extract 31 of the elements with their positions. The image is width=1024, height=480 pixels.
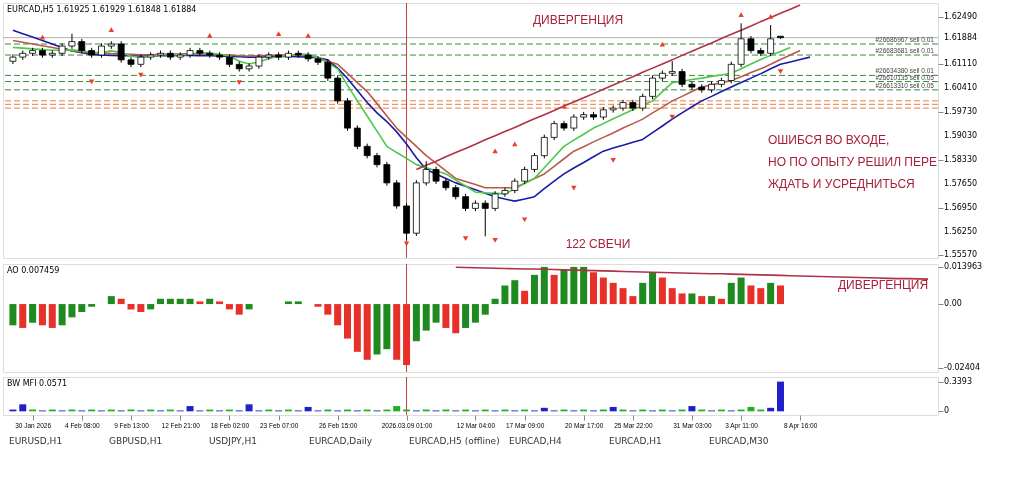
- annotation: 122 СВЕЧИ: [565, 237, 631, 251]
- text: EURCAD,H4: [509, 436, 563, 446]
- y-tick-label: 1.59730: [944, 106, 978, 116]
- annotation: ОШИБСЯ ВО ВХОДЕ, НО ПО ОПЫТУ РЕШИЛ ПЕРЕ ЖДАТЬ И УСРЕДНИТЬСЯ: [768, 133, 937, 191]
- annotation: ДИВЕРГЕНЦИЯ: [532, 13, 624, 27]
- annotation: ДИВЕРГЕНЦИЯ: [837, 278, 929, 292]
- y-tick-label: 1.61110: [944, 59, 978, 69]
- y-tick-label: 1.58330: [944, 155, 978, 165]
- text: EURCAD,H1: [609, 436, 662, 446]
- y-tick-label: 1.59030: [944, 131, 978, 141]
- y-tick-label: 1.56950: [944, 202, 978, 212]
- chart-title: AO 0.007459: [7, 266, 60, 275]
- y-tick-label: -0.02404: [944, 362, 980, 372]
- y-tick-label: 0.3393: [944, 376, 972, 386]
- chart-title: BW MFI 0.0571: [7, 379, 68, 388]
- text: EURCAD,M30: [709, 436, 769, 446]
- y-tick-label: 0.00: [944, 299, 962, 309]
- text: GBPUSD,H1: [109, 436, 163, 446]
- y-tick-label: 1.56250: [944, 226, 978, 236]
- y-tick-label: 1.55570: [944, 250, 978, 260]
- y-tick-label: 0: [944, 406, 950, 416]
- y-tick-label: 1.60410: [944, 83, 978, 93]
- y-tick-label: 1.61884: [944, 32, 978, 42]
- y-tick-label: 0.013963: [944, 262, 983, 272]
- y-tick-label: 1.57650: [944, 178, 978, 188]
- text: EURCAD,H5 (offline): [409, 436, 500, 446]
- text: EURUSD,H1: [9, 436, 63, 446]
- text: USDJPY,H1: [209, 436, 257, 446]
- chart-title: EURCAD,H5 1.61925 1.61929 1.61848 1.61884: [7, 5, 197, 14]
- text: EURCAD,Daily: [309, 436, 373, 446]
- y-tick-label: 1.62490: [944, 11, 978, 21]
